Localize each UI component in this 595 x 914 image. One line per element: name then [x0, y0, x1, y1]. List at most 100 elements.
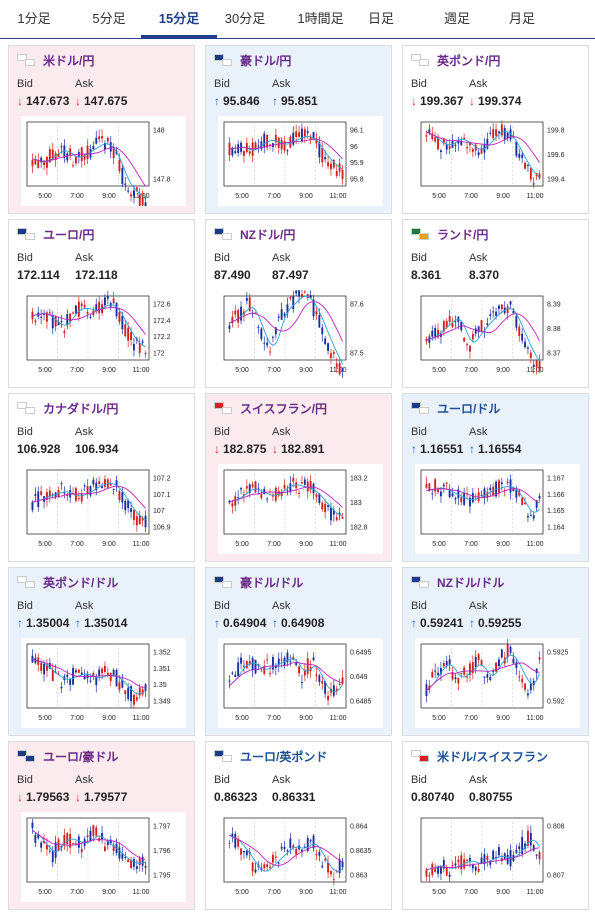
candle: [437, 329, 439, 338]
candle: [234, 833, 237, 848]
pair-name[interactable]: ユーロ/ドル: [437, 401, 501, 416]
x-tick: 11:00: [330, 541, 347, 548]
x-tick: 9:00: [496, 541, 510, 548]
candle: [231, 833, 234, 838]
tab-7[interactable]: 月足: [508, 11, 535, 26]
candle: [492, 129, 495, 138]
flag-icon: [17, 402, 37, 414]
pair-card[interactable]: ユーロ/ドル Bid Ask ↑ 1.16551 ↑ 1.16554 1.167 1.166 1.…: [402, 393, 589, 562]
pair-card[interactable]: ユーロ/円 Bid Ask 172.114 172.118 172.6 172.4 172.2…: [8, 219, 195, 388]
tab-0[interactable]: 1分足: [17, 11, 51, 26]
mini-chart[interactable]: 87.6 87.5 5:00 7:00 9:00 11:00: [218, 290, 383, 380]
candle: [31, 160, 34, 167]
pair-name[interactable]: 豪ドル/ドル: [240, 575, 304, 590]
candle: [335, 517, 338, 521]
mini-chart[interactable]: 0.5925 0.592 5:00 7:00 9:00 11:00: [415, 638, 580, 728]
pair-name[interactable]: ランド/円: [437, 227, 489, 242]
candle: [437, 137, 439, 150]
candle: [260, 141, 263, 150]
candle: [243, 151, 245, 156]
mini-chart[interactable]: 0.6495 0.649 0.6485 5:00 7:00 9:00 11:00: [218, 638, 383, 728]
y-tick: 96.1: [350, 127, 364, 134]
candle: [144, 865, 147, 868]
mini-chart[interactable]: 183.2 183 182.8 5:00 7:00 9:00 11:00: [218, 464, 383, 554]
pair-name[interactable]: 英ポンド/ドル: [43, 575, 119, 590]
mini-chart[interactable]: 1.352 1.351 1.35 1.349 5:00 7:00 9:00 11:00: [21, 638, 186, 728]
mini-chart[interactable]: 199.8 199.6 199.4 5:00 7:00 9:00 11:00: [415, 116, 580, 206]
mini-chart[interactable]: 0.864 0.8635 0.863 5:00 7:00 9:00 11:00: [218, 812, 383, 902]
candle: [480, 494, 483, 496]
candle: [133, 344, 135, 351]
pair-name[interactable]: ユーロ/英ポンド: [240, 749, 328, 764]
pair-name[interactable]: カナダドル/円: [43, 401, 119, 416]
pair-name[interactable]: NZドル/ドル: [437, 575, 505, 590]
pair-name[interactable]: 米ドル/円: [43, 53, 95, 68]
pair-card[interactable]: 米ドル/スイスフラン Bid Ask 0.80740 0.80755 0.808 0.807…: [402, 741, 589, 910]
tab-4[interactable]: 1時間足: [297, 11, 344, 26]
candle: [144, 202, 147, 206]
candle: [272, 657, 274, 670]
pair-name[interactable]: ユーロ/円: [43, 227, 95, 242]
pair-card[interactable]: スイスフラン/円 Bid Ask ↓ 182.875 ↓ 182.891 183.2 183 18…: [205, 393, 392, 562]
candle: [237, 144, 240, 154]
candle: [144, 515, 147, 528]
candle: [48, 490, 51, 497]
pair-name[interactable]: 英ポンド/円: [437, 53, 501, 68]
pair-name[interactable]: 豪ドル/円: [240, 53, 292, 68]
pair-name[interactable]: ユーロ/豪ドル: [43, 749, 119, 764]
candle: [332, 685, 335, 696]
tab-6[interactable]: 週足: [443, 11, 470, 26]
mini-chart[interactable]: 148 147.8 5:00 7:00 9:00 11:00: [21, 116, 186, 206]
candle: [306, 294, 309, 299]
tab-5[interactable]: 日足: [367, 11, 394, 26]
candle: [515, 489, 518, 498]
pair-card[interactable]: 豪ドル/ドル Bid Ask ↑ 0.64904 ↑ 0.64908 0.6495 0.649 0…: [205, 567, 392, 736]
pair-card[interactable]: NZドル/ドル Bid Ask ↑ 0.59241 ↑ 0.59255 0.5925 0.592…: [402, 567, 589, 736]
ask-value-text: 147.675: [84, 94, 128, 108]
pair-card[interactable]: 豪ドル/円 Bid Ask ↑ 95.846 ↑ 95.851 96.1 96 95.9 95.8 5…: [205, 45, 392, 214]
x-tick: 9:00: [102, 715, 116, 722]
pair-card[interactable]: ランド/円 Bid Ask 8.361 8.370 8.39 8.38 8.37 5:00 7:0…: [402, 219, 589, 388]
pair-card[interactable]: 英ポンド/ドル Bid Ask ↑ 1.35004 ↑ 1.35014 1.352 1.351 1…: [8, 567, 195, 736]
pair-name[interactable]: スイスフラン/円: [240, 401, 327, 416]
bid-label: Bid: [17, 426, 33, 438]
pair-card[interactable]: ユーロ/豪ドル Bid Ask ↓ 1.79563 ↓ 1.79577 1.797 1.796 1…: [8, 741, 195, 910]
candle: [144, 684, 147, 691]
bid-label: Bid: [214, 78, 230, 90]
mini-chart[interactable]: 96.1 96 95.9 95.8 5:00 7:00 9:00 11:00: [218, 116, 383, 206]
pair-card[interactable]: 英ポンド/円 Bid Ask ↓ 199.367 ↓ 199.374 199.8 199.6 19…: [402, 45, 589, 214]
pair-card[interactable]: カナダドル/円 Bid Ask 106.928 106.934 107.2 107.1 107…: [8, 393, 195, 562]
candle: [260, 669, 263, 671]
pair-header: スイスフラン/円: [214, 400, 327, 416]
candle: [538, 495, 541, 499]
ask-value-text: 1.35014: [84, 616, 128, 630]
pair-name[interactable]: NZドル/円: [240, 227, 296, 242]
y-tick: 95.8: [350, 177, 364, 184]
mini-chart[interactable]: 8.39 8.38 8.37 5:00 7:00 9:00 11:00: [415, 290, 580, 380]
pair-card[interactable]: NZドル/円 Bid Ask 87.490 87.497 87.6 87.5 5:00 7:00…: [205, 219, 392, 388]
candle: [425, 869, 428, 877]
mini-chart[interactable]: 107.2 107.1 107 106.9 5:00 7:00 9:00 11:00: [21, 464, 186, 554]
candle: [301, 482, 303, 484]
pair-header: 豪ドル/ドル: [214, 574, 303, 590]
pair-name[interactable]: 米ドル/スイスフラン: [437, 749, 548, 764]
pair-card[interactable]: ユーロ/英ポンド Bid Ask 0.86323 0.86331 0.864 0.8635 0…: [205, 741, 392, 910]
mini-chart[interactable]: 1.167 1.166 1.165 1.164 5:00 7:00 9:00 11:00: [415, 464, 580, 554]
mini-chart[interactable]: 172.6 172.4 172.2 172 5:00 7:00 9:00 11:00: [21, 290, 186, 380]
mini-chart[interactable]: 0.808 0.807 5:00 7:00 9:00 11:00: [415, 812, 580, 902]
tab-2[interactable]: 15分足: [141, 0, 217, 38]
tab-3[interactable]: 30分足: [224, 11, 266, 26]
tab-1[interactable]: 5分足: [92, 11, 126, 26]
bid-value-text: 1.16551: [420, 442, 464, 456]
candle: [135, 516, 138, 526]
ask-value: ↑ 95.851: [272, 94, 318, 108]
mini-chart[interactable]: 1.797 1.796 1.795 5:00 7:00 9:00 11:00: [21, 812, 186, 902]
candle: [112, 298, 115, 303]
candle: [480, 320, 483, 332]
pair-card[interactable]: 米ドル/円 Bid Ask ↓ 147.673 ↓ 147.675 148 147.8 5:00 7…: [8, 45, 195, 214]
candle: [535, 854, 538, 856]
candle: [69, 679, 72, 685]
candle: [454, 321, 457, 323]
candle: [77, 498, 80, 500]
candle: [40, 662, 43, 671]
